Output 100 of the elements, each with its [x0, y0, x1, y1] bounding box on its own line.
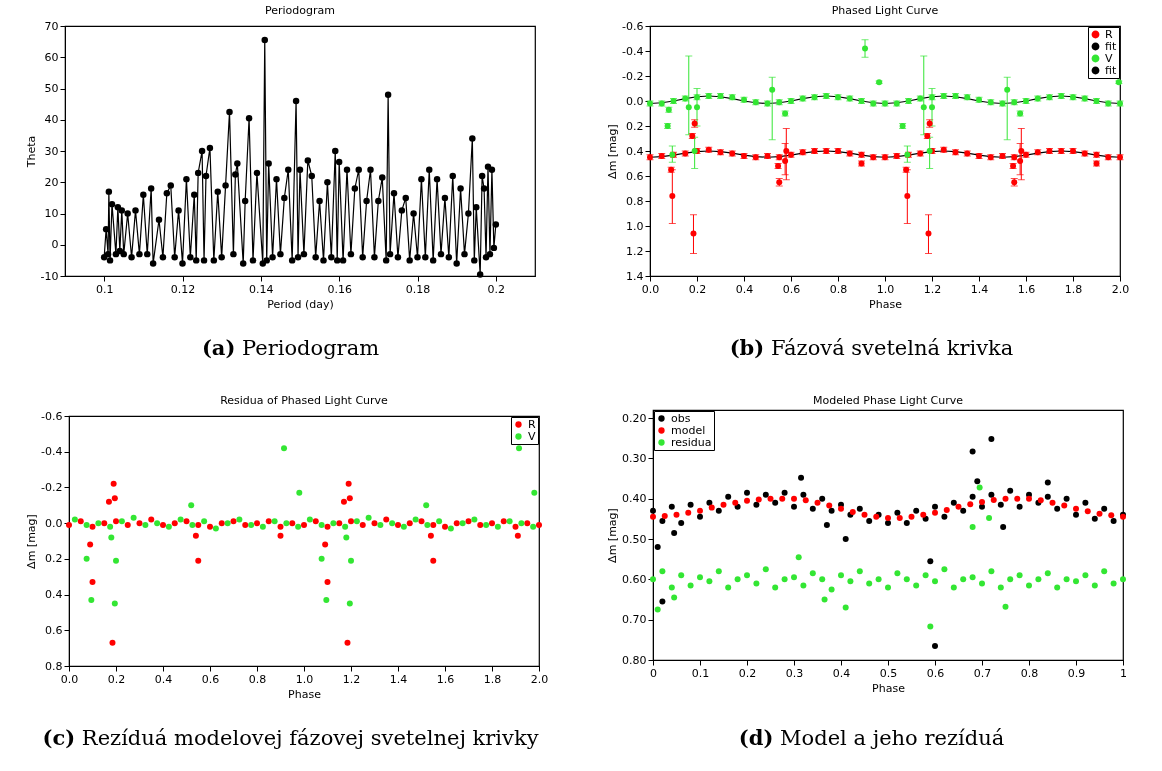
- y-tick-label: 0.2: [626, 119, 644, 133]
- x-tick-label: 2.0: [530, 672, 549, 686]
- point: [838, 505, 844, 512]
- x-tick-label: 0.0: [60, 672, 79, 686]
- x-tick-label: 1.0: [295, 672, 314, 686]
- point: [101, 520, 108, 527]
- y-tick-label: 0.30: [622, 451, 647, 465]
- point: [1004, 86, 1011, 93]
- point: [418, 518, 425, 525]
- point: [271, 518, 278, 525]
- text: (c) Rezíduá modelovej fázovej svetelnej krivky: [41, 725, 540, 750]
- point: [802, 497, 809, 504]
- text: (a) Periodogram: [200, 335, 381, 360]
- point: [296, 489, 303, 496]
- point: [236, 516, 243, 523]
- point: [536, 521, 542, 528]
- point: [769, 86, 776, 93]
- point: [744, 497, 750, 504]
- point: [111, 600, 118, 607]
- point: [344, 639, 351, 646]
- point: [489, 520, 495, 527]
- y-tick-label: -10: [40, 269, 59, 283]
- y-tick-label: 1.4: [626, 269, 644, 283]
- x-tick-label: 0.16: [327, 282, 352, 296]
- point: [1096, 510, 1103, 517]
- point: [862, 45, 869, 52]
- chart-title: Periodogram: [265, 4, 335, 17]
- y-tick-label: 0.8: [626, 194, 644, 208]
- point: [277, 532, 284, 539]
- x-tick-label: 0.8: [248, 672, 267, 686]
- x-axis-title: Phase: [288, 687, 322, 701]
- legend-label: model: [671, 423, 706, 437]
- point: [207, 523, 213, 530]
- point: [109, 639, 116, 646]
- x-tick-label: 0.2: [107, 672, 126, 686]
- y-tick-label: 0.6: [45, 623, 63, 637]
- x-tick-label: 1.2: [342, 672, 361, 686]
- point: [979, 498, 985, 505]
- y-tick-label: 0.4: [626, 144, 644, 158]
- point: [83, 521, 90, 528]
- point: [195, 521, 202, 528]
- point: [171, 520, 178, 527]
- text: (b) Fázová svetelná krivka: [728, 335, 1015, 360]
- point: [306, 516, 313, 523]
- point: [814, 499, 821, 506]
- point: [920, 104, 927, 111]
- point: [1026, 495, 1032, 502]
- y-tick-label: 0.0: [45, 516, 63, 530]
- x-tick-label: 0.0: [641, 282, 660, 296]
- x-tick-label: 1.4: [970, 282, 989, 296]
- point: [318, 521, 325, 528]
- y-tick-label: 50: [44, 82, 59, 95]
- point: [323, 596, 330, 603]
- text: (d) Model a jeho rezíduá: [737, 725, 1006, 750]
- x-tick-label: 1.4: [389, 672, 408, 686]
- point: [530, 523, 537, 530]
- x-tick-label: 2.0: [1111, 282, 1130, 296]
- point: [289, 520, 296, 527]
- point: [412, 516, 419, 523]
- x-tick-label: 0.4: [735, 282, 754, 296]
- point: [1061, 502, 1068, 509]
- x-tick-label: 0.2: [738, 666, 757, 680]
- point: [324, 579, 331, 586]
- point: [87, 541, 94, 548]
- point: [471, 516, 478, 523]
- legend-label: R: [1105, 27, 1113, 41]
- x-tick-label: 1.8: [1064, 282, 1083, 296]
- x-tick-label: 0.4: [832, 666, 851, 680]
- point: [212, 525, 219, 532]
- point: [424, 521, 431, 528]
- point: [685, 509, 692, 516]
- point: [477, 521, 484, 528]
- point: [183, 518, 190, 525]
- point: [442, 523, 448, 530]
- point: [732, 499, 739, 506]
- point: [1002, 495, 1009, 502]
- point: [990, 496, 997, 503]
- point: [248, 521, 255, 528]
- point: [348, 557, 354, 564]
- point: [430, 521, 437, 528]
- y-tick-label: 1.2: [626, 244, 644, 258]
- x-tick-label: 0.3: [785, 666, 804, 680]
- x-tick-label: 0.1: [95, 282, 114, 296]
- legend-label: fit: [1105, 63, 1117, 77]
- x-tick-label: 1.6: [1017, 282, 1036, 296]
- point: [920, 511, 927, 518]
- y-tick-label: -0.6: [41, 409, 63, 423]
- y-tick-label: 70: [44, 19, 59, 33]
- x-axis-title: Phase: [872, 681, 906, 695]
- point: [254, 520, 260, 527]
- point: [400, 523, 407, 530]
- point: [108, 534, 115, 541]
- point: [650, 513, 656, 520]
- point: [346, 600, 353, 607]
- point: [192, 532, 199, 539]
- point: [932, 509, 938, 516]
- point: [506, 518, 513, 525]
- y-tick-label: 30: [44, 144, 59, 158]
- point: [295, 523, 302, 530]
- point: [89, 579, 96, 586]
